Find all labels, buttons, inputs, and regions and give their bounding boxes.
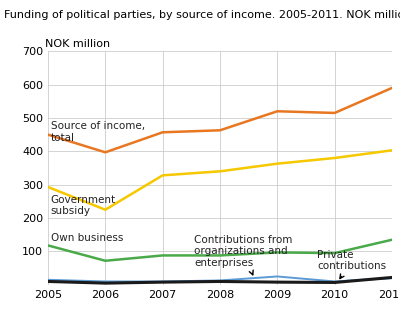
Text: Private
contributions: Private contributions <box>318 250 386 278</box>
Text: Own business: Own business <box>51 233 123 243</box>
Text: Contributions from
organizations and
enterprises: Contributions from organizations and ent… <box>194 235 292 275</box>
Text: Funding of political parties, by source of income. 2005-2011. NOK million: Funding of political parties, by source … <box>4 10 400 20</box>
Text: Government
subsidy: Government subsidy <box>51 195 116 216</box>
Text: NOK million: NOK million <box>44 39 110 49</box>
Text: Source of income,
total: Source of income, total <box>51 121 145 143</box>
